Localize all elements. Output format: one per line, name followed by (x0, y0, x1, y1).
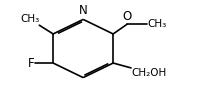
Text: CH₂OH: CH₂OH (131, 68, 166, 78)
Text: F: F (28, 57, 34, 70)
Text: CH₃: CH₃ (20, 14, 39, 24)
Text: N: N (79, 4, 88, 17)
Text: CH₃: CH₃ (148, 19, 167, 29)
Text: O: O (122, 10, 132, 23)
